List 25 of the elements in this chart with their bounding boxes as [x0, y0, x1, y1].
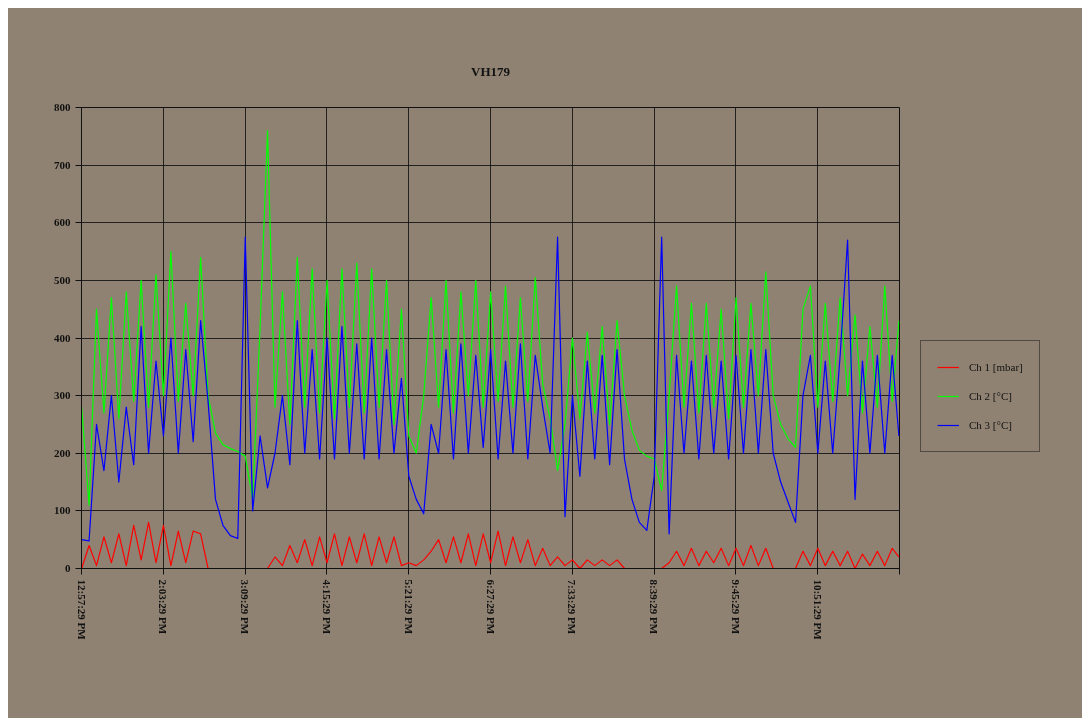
x-tick-label: 9:45:29 PM [729, 579, 742, 635]
legend-label: Ch 3 [°C] [969, 419, 1012, 431]
legend-label: Ch 1 [mbar] [969, 361, 1023, 373]
y-tick-label: 300 [54, 389, 71, 402]
x-tick-label: 7:33:29 PM [566, 579, 579, 635]
y-tick-label: 700 [54, 158, 71, 171]
x-tick-label: 5:21:29 PM [402, 579, 415, 635]
x-tick-label: 8:39:29 PM [648, 579, 661, 635]
y-tick-label: 400 [54, 331, 71, 344]
line-series [81, 236, 900, 542]
chart-title: VH179 [471, 64, 511, 79]
y-tick-label: 100 [54, 504, 71, 517]
x-tick-label: 10:51:29 PM [811, 579, 824, 641]
y-tick-label: 500 [54, 273, 71, 286]
x-tick-label: 12:57:29 PM [75, 579, 88, 641]
y-tick-label: 200 [54, 446, 71, 459]
x-tick-label: 2:03:29 PM [157, 579, 170, 635]
x-tick-label: 6:27:29 PM [484, 579, 497, 635]
line-series [81, 129, 900, 506]
legend-label: Ch 2 [°C] [969, 390, 1012, 402]
x-tick-label: 4:15:29 PM [320, 579, 333, 635]
y-tick-label: 0 [65, 562, 71, 574]
y-tick-label: 600 [54, 216, 71, 229]
y-tick-label: 800 [54, 101, 71, 113]
x-tick-label: 3:09:29 PM [239, 579, 252, 635]
